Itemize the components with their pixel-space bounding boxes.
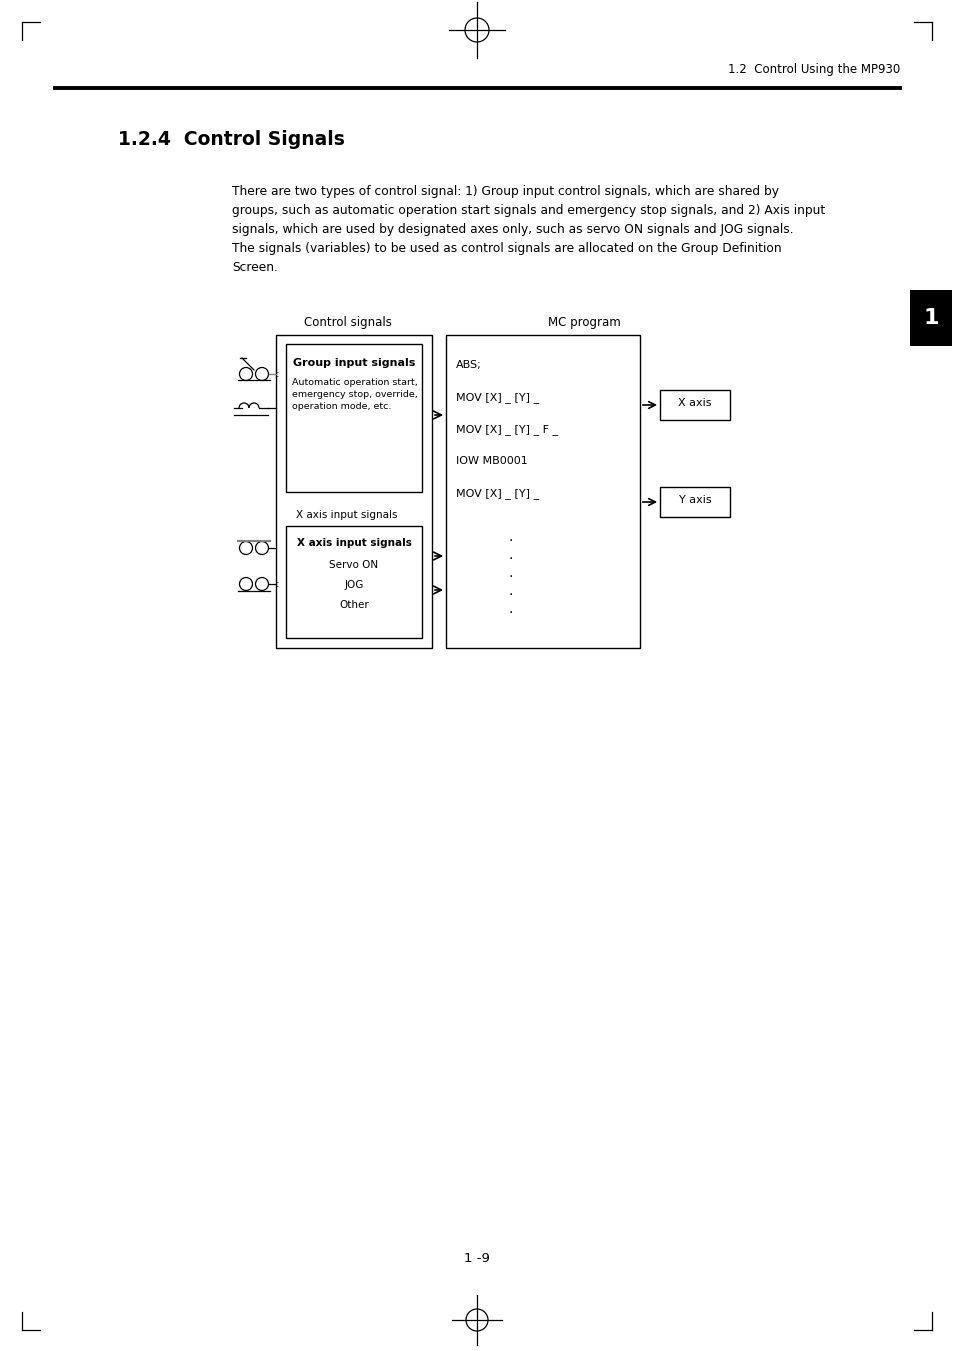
Text: X axis input signals: X axis input signals bbox=[295, 509, 397, 520]
Text: groups, such as automatic operation start signals and emergency stop signals, an: groups, such as automatic operation star… bbox=[232, 204, 824, 218]
Text: .: . bbox=[508, 530, 513, 544]
Text: Group input signals: Group input signals bbox=[293, 358, 415, 367]
Text: IOW MB0001: IOW MB0001 bbox=[456, 457, 527, 466]
Text: Screen.: Screen. bbox=[232, 261, 277, 274]
Bar bbox=[286, 526, 421, 638]
Text: MOV [X] _ [Y] _: MOV [X] _ [Y] _ bbox=[456, 392, 538, 403]
Text: 1.2  Control Using the MP930: 1.2 Control Using the MP930 bbox=[727, 63, 899, 76]
Text: .: . bbox=[508, 584, 513, 598]
Text: The signals (variables) to be used as control signals are allocated on the Group: The signals (variables) to be used as co… bbox=[232, 242, 781, 255]
Text: 1: 1 bbox=[923, 308, 938, 328]
Bar bbox=[909, 290, 951, 346]
Text: MOV [X] _ [Y] _ F _: MOV [X] _ [Y] _ F _ bbox=[456, 424, 558, 435]
Text: ABS;: ABS; bbox=[456, 359, 481, 370]
Text: MC program: MC program bbox=[547, 316, 619, 330]
Text: Other: Other bbox=[338, 600, 369, 611]
Text: JOG: JOG bbox=[344, 580, 363, 590]
Text: 1 -9: 1 -9 bbox=[463, 1251, 490, 1265]
Bar bbox=[446, 335, 639, 648]
Text: Control signals: Control signals bbox=[304, 316, 392, 330]
Text: X axis input signals: X axis input signals bbox=[296, 538, 411, 549]
Text: signals, which are used by designated axes only, such as servo ON signals and JO: signals, which are used by designated ax… bbox=[232, 223, 793, 236]
Text: :: : bbox=[275, 580, 279, 589]
Bar bbox=[659, 486, 729, 517]
Text: .: . bbox=[508, 603, 513, 616]
Text: 1.2.4  Control Signals: 1.2.4 Control Signals bbox=[118, 130, 345, 149]
Text: X axis: X axis bbox=[678, 399, 711, 408]
Text: Y axis: Y axis bbox=[678, 494, 711, 505]
Text: :: : bbox=[275, 369, 279, 380]
Text: .: . bbox=[508, 549, 513, 562]
Text: Servo ON: Servo ON bbox=[329, 561, 378, 570]
Bar bbox=[275, 335, 432, 648]
Text: MOV [X] _ [Y] _: MOV [X] _ [Y] _ bbox=[456, 488, 538, 499]
Bar bbox=[286, 345, 421, 492]
Bar bbox=[659, 390, 729, 420]
Text: .: . bbox=[508, 566, 513, 580]
Text: Automatic operation start,
emergency stop, override,
operation mode, etc.: Automatic operation start, emergency sto… bbox=[292, 378, 417, 411]
Text: There are two types of control signal: 1) Group input control signals, which are: There are two types of control signal: 1… bbox=[232, 185, 779, 199]
